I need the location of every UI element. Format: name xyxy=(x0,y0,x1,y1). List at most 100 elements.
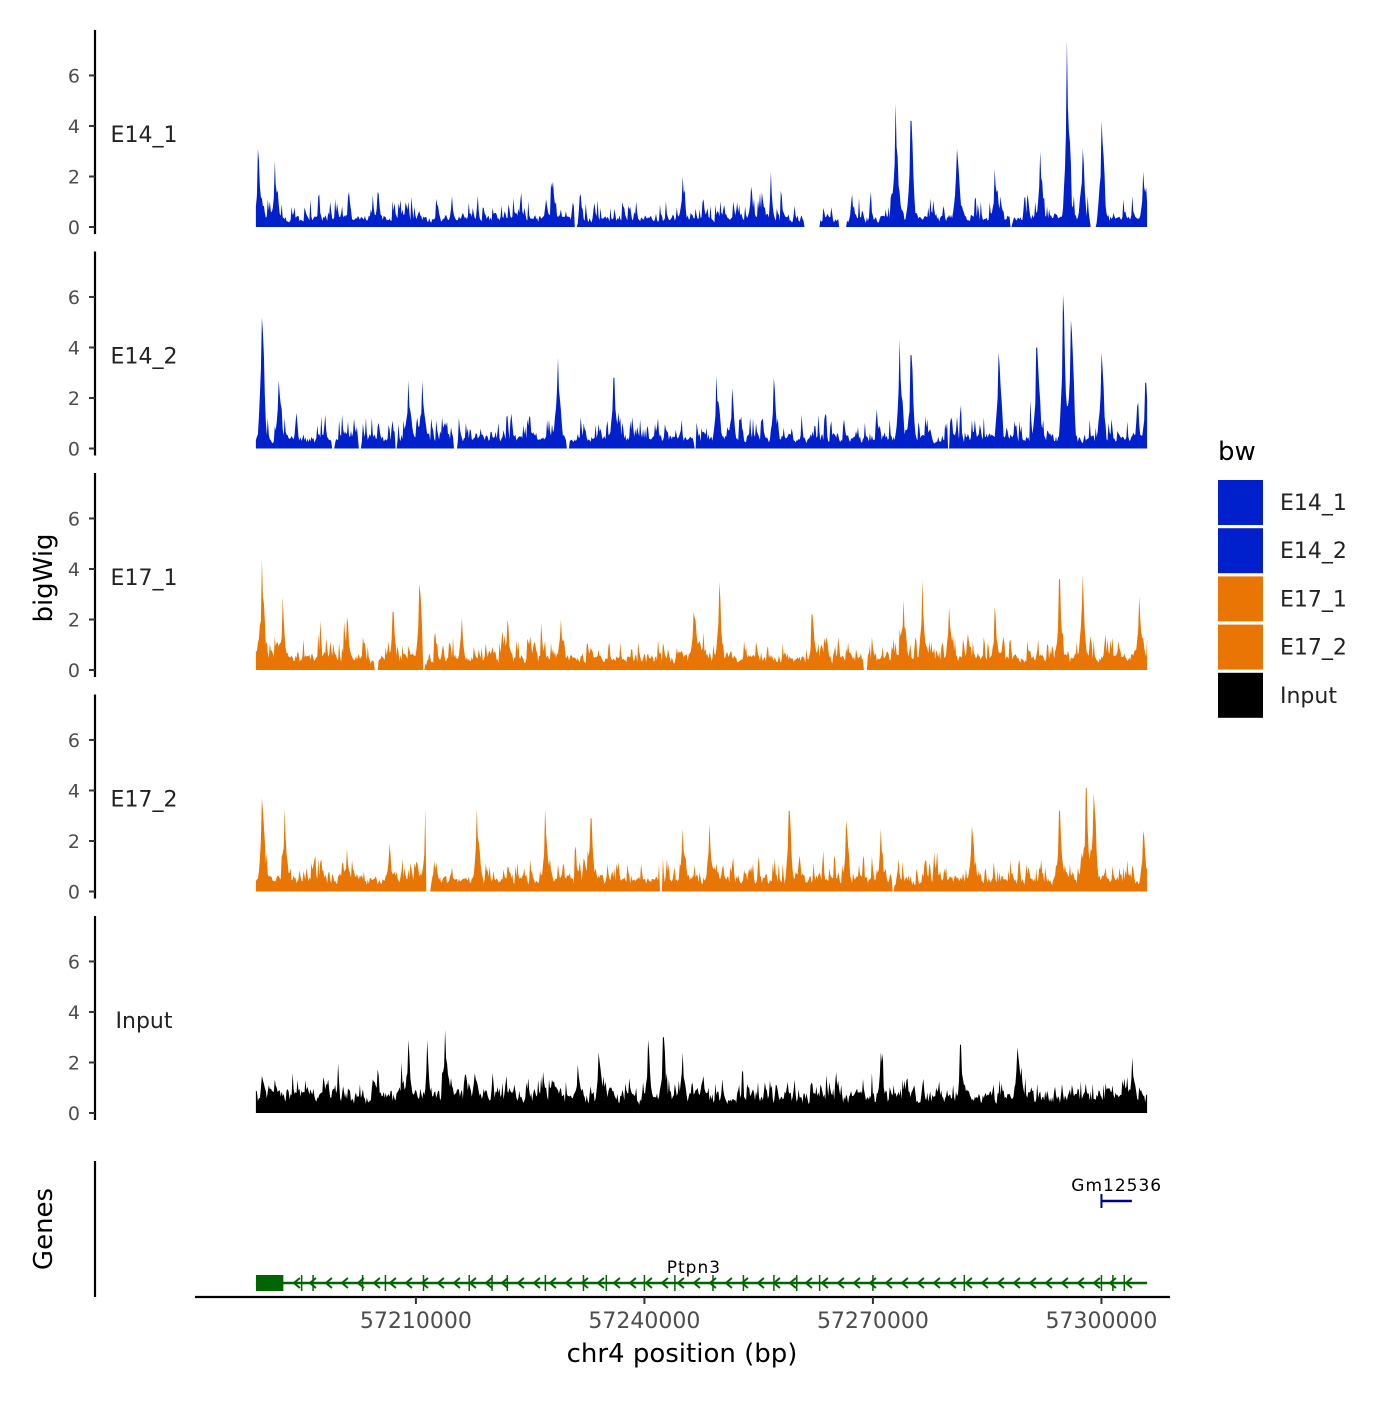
strand-arrow xyxy=(1124,1277,1133,1289)
strand-arrow xyxy=(916,1277,925,1289)
y-tick-label: 6 xyxy=(68,730,80,752)
y-tick-label: 2 xyxy=(68,1052,80,1074)
strand-arrow xyxy=(692,1277,701,1289)
strand-arrow xyxy=(948,1277,957,1289)
x-tick-label: 57210000 xyxy=(360,1309,472,1334)
legend-label: E14_1 xyxy=(1280,491,1347,516)
strand-arrow xyxy=(308,1277,317,1289)
strand-arrow xyxy=(564,1277,573,1289)
strand-arrow xyxy=(708,1277,717,1289)
strand-arrow xyxy=(420,1277,429,1289)
track-panel-e17-2: 0 2 4 6 E17_2 xyxy=(68,694,1148,904)
coverage-area-e14-1 xyxy=(255,40,1148,227)
legend-item-e14-1: E14_1 xyxy=(1218,480,1347,525)
y-tick-label: 4 xyxy=(68,116,80,138)
legend-swatch xyxy=(1218,624,1263,670)
strand-arrow xyxy=(1044,1277,1053,1289)
strand-arrow xyxy=(484,1277,493,1289)
coverage-area-e17-2 xyxy=(255,787,1148,892)
strand-arrow xyxy=(996,1277,1005,1289)
y-tick-label: 0 xyxy=(68,439,80,461)
y-tick-label: 2 xyxy=(68,609,80,631)
strand-arrow xyxy=(820,1277,829,1289)
strand-arrow xyxy=(500,1277,509,1289)
track-label: Input xyxy=(116,1009,173,1034)
strand-arrow xyxy=(724,1277,733,1289)
legend-swatch xyxy=(1218,480,1263,525)
strand-arrow xyxy=(804,1277,813,1289)
strand-arrow xyxy=(628,1277,637,1289)
y-tick-label: 2 xyxy=(68,388,80,410)
coverage-area-input xyxy=(255,1029,1148,1113)
coverage-area-e14-2 xyxy=(255,294,1148,449)
strand-arrow xyxy=(756,1277,765,1289)
y-axis-title: bigWig xyxy=(29,533,59,622)
legend-label: E17_2 xyxy=(1280,636,1347,661)
y-tick-label: 2 xyxy=(68,831,80,853)
track-panel-input: 0 2 4 6 Input xyxy=(68,916,1148,1125)
y-tick-label: 4 xyxy=(68,780,80,802)
legend-label: E17_1 xyxy=(1280,587,1347,612)
y-tick-label: 4 xyxy=(68,337,80,359)
genes-panel: Ptpn3 Gm12536 xyxy=(93,1161,1162,1297)
y-tick-label: 6 xyxy=(68,65,80,87)
strand-arrow xyxy=(532,1277,541,1289)
legend-item-e17-2: E17_2 xyxy=(1218,624,1347,670)
strand-arrow xyxy=(1108,1277,1117,1289)
track-panel-e14-2: 0 2 4 6 E14_2 xyxy=(68,251,1148,461)
strand-arrow xyxy=(644,1277,653,1289)
x-tick-label: 57240000 xyxy=(588,1309,700,1334)
strand-arrow xyxy=(932,1277,941,1289)
strand-arrow xyxy=(452,1277,461,1289)
strand-arrow xyxy=(516,1277,525,1289)
legend-swatch xyxy=(1218,576,1263,622)
x-tick-label: 57270000 xyxy=(817,1309,929,1334)
strand-arrow xyxy=(1012,1277,1021,1289)
y-tick-label: 4 xyxy=(68,559,80,581)
y-tick-label: 0 xyxy=(68,660,80,682)
gene-gm12536: Gm12536 xyxy=(1071,1176,1162,1208)
strand-arrow xyxy=(852,1277,861,1289)
gene-ptpn3: Ptpn3 xyxy=(255,1258,1148,1291)
legend-item-e17-1: E17_1 xyxy=(1218,576,1347,622)
strand-arrow xyxy=(436,1277,445,1289)
gene-label: Ptpn3 xyxy=(667,1258,721,1278)
strand-arrow xyxy=(836,1277,845,1289)
legend-swatch xyxy=(1218,672,1263,718)
y-tick-label: 0 xyxy=(68,1103,80,1125)
legend-swatch xyxy=(1218,528,1263,574)
strand-arrow xyxy=(324,1277,333,1289)
strand-arrow xyxy=(548,1277,557,1289)
legend: bw E14_1 E14_2 E17_1 E17_2 Input xyxy=(1218,437,1347,718)
strand-arrow xyxy=(1028,1277,1037,1289)
y-tick-label: 2 xyxy=(68,166,80,188)
track-label: E14_2 xyxy=(111,345,178,370)
strand-arrow xyxy=(660,1277,669,1289)
strand-arrow xyxy=(1060,1277,1069,1289)
track-panel-e14-1: 0 2 4 6 E14_1 xyxy=(68,30,1148,239)
strand-arrow xyxy=(388,1277,397,1289)
strand-arrow xyxy=(964,1277,973,1289)
legend-label: Input xyxy=(1280,684,1337,709)
track-label: E17_2 xyxy=(111,788,178,813)
coverage-area-e17-1 xyxy=(255,558,1148,670)
strand-arrow xyxy=(340,1277,349,1289)
track-label: E17_1 xyxy=(111,566,178,591)
y-tick-label: 6 xyxy=(68,508,80,530)
strand-arrow xyxy=(980,1277,989,1289)
exon-block xyxy=(255,1275,283,1291)
strand-arrow xyxy=(612,1277,621,1289)
strand-arrow xyxy=(788,1277,797,1289)
x-axis: 57210000 57240000 57270000 57300000 xyxy=(195,1295,1170,1334)
track-panel-e17-1: 0 2 4 6 E17_1 xyxy=(68,473,1148,682)
track-label: E14_1 xyxy=(111,123,178,148)
gene-label: Gm12536 xyxy=(1071,1176,1162,1196)
strand-arrow xyxy=(740,1277,749,1289)
genes-panel-title: Genes xyxy=(29,1188,59,1270)
strand-arrow xyxy=(900,1277,909,1289)
y-tick-label: 4 xyxy=(68,1002,80,1024)
x-axis-title: chr4 position (bp) xyxy=(567,1339,798,1369)
legend-label: E14_2 xyxy=(1280,539,1347,564)
strand-arrow xyxy=(404,1277,413,1289)
